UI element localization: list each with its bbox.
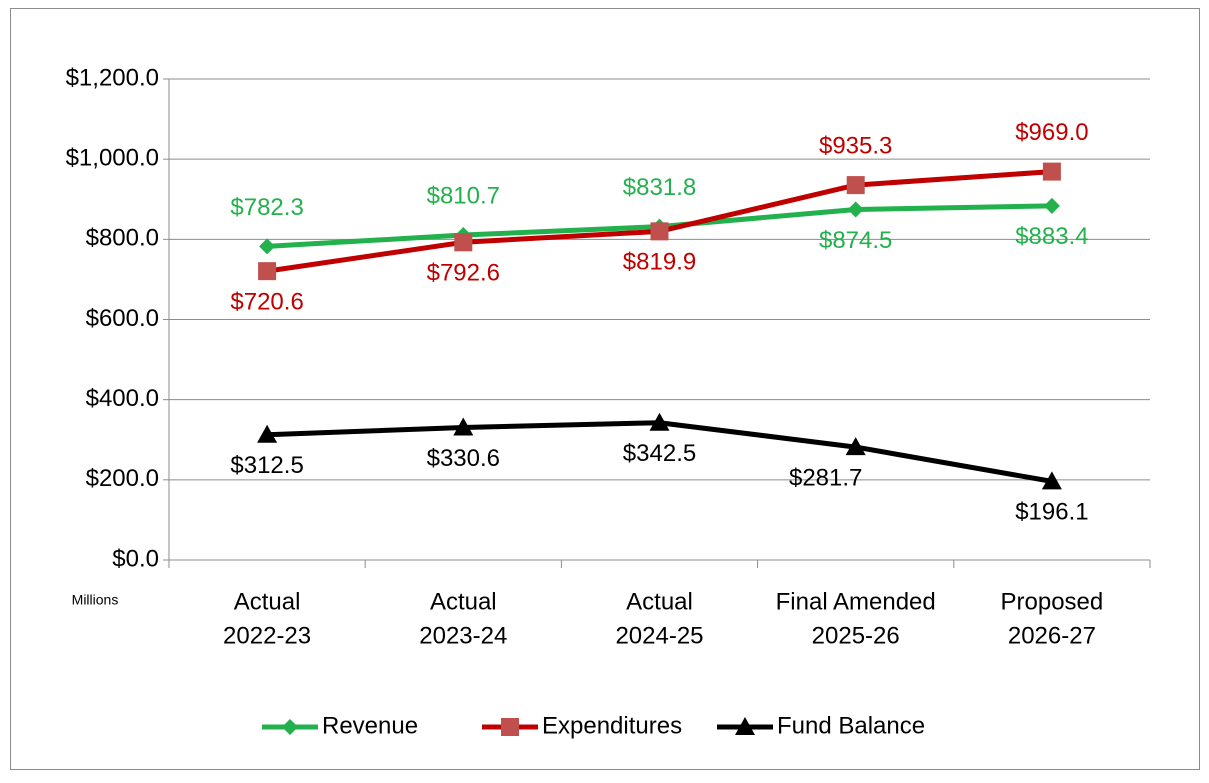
x-tick-label: Actual [626, 588, 693, 615]
data-point [650, 222, 669, 241]
legend-marker [501, 718, 519, 736]
data-point [1041, 471, 1062, 490]
legend-marker [735, 717, 755, 735]
legend-item: Expenditures [482, 712, 682, 739]
x-tick-label: 2025-26 [812, 622, 900, 649]
data-label: $935.3 [819, 132, 892, 159]
chart-frame [10, 8, 1200, 770]
legend-item: Revenue [262, 712, 418, 739]
x-tick-label: 2023-24 [419, 622, 507, 649]
y-tick-label: $1,000.0 [66, 145, 159, 172]
data-point [1043, 197, 1060, 214]
data-label: $312.5 [230, 452, 303, 479]
y-tick-label: $0.0 [112, 545, 159, 572]
data-label: $810.7 [427, 182, 500, 209]
y-tick-label: $200.0 [86, 465, 159, 492]
legend-label: Revenue [322, 712, 418, 739]
data-point [453, 417, 474, 436]
unit-annotation: Millions [72, 592, 119, 608]
y-tick-label: $1,200.0 [66, 64, 159, 91]
legend-label: Fund Balance [777, 712, 925, 739]
data-label: $883.4 [1015, 223, 1088, 250]
x-tick-label: 2026-27 [1008, 622, 1096, 649]
x-tick-label: Actual [430, 588, 497, 615]
x-tick-label: Final Amended [776, 588, 936, 615]
data-point [259, 238, 276, 255]
data-point [649, 412, 670, 431]
series: $782.3 $810.7 $831.8 $874.5 $883.4 [230, 174, 1089, 255]
data-point [258, 262, 277, 281]
x-tick-label: 2022-23 [223, 622, 311, 649]
data-label: $969.0 [1015, 119, 1088, 146]
data-label: $342.5 [623, 440, 696, 467]
series: $720.6 $792.6 $819.9 $935.3 $969.0 [230, 119, 1088, 316]
y-tick-label: $400.0 [86, 385, 159, 412]
data-label: $281.7 [789, 464, 862, 491]
y-tick-label: $800.0 [86, 225, 159, 252]
data-label: $782.3 [230, 194, 303, 221]
series: $312.5 $330.6 $342.5 $281.7 $196.1 [230, 412, 1089, 526]
data-point [1042, 162, 1061, 181]
data-point [845, 437, 866, 456]
x-tick-label: 2024-25 [615, 622, 703, 649]
data-point [846, 176, 865, 195]
data-label: $720.6 [230, 289, 303, 316]
legend-label: Expenditures [542, 712, 682, 739]
y-tick-label: $600.0 [86, 305, 159, 332]
data-point [257, 424, 278, 443]
data-point [847, 201, 864, 218]
x-tick-label: Actual [234, 588, 301, 615]
data-label: $819.9 [623, 249, 696, 276]
legend-item: Fund Balance [717, 712, 925, 739]
data-label: $330.6 [427, 445, 500, 472]
data-label: $196.1 [1015, 499, 1088, 526]
data-label: $874.5 [819, 227, 892, 254]
legend-marker [282, 719, 298, 735]
x-tick-label: Proposed [1001, 588, 1104, 615]
data-label: $831.8 [623, 174, 696, 201]
data-label: $792.6 [427, 260, 500, 287]
data-point [454, 233, 473, 252]
